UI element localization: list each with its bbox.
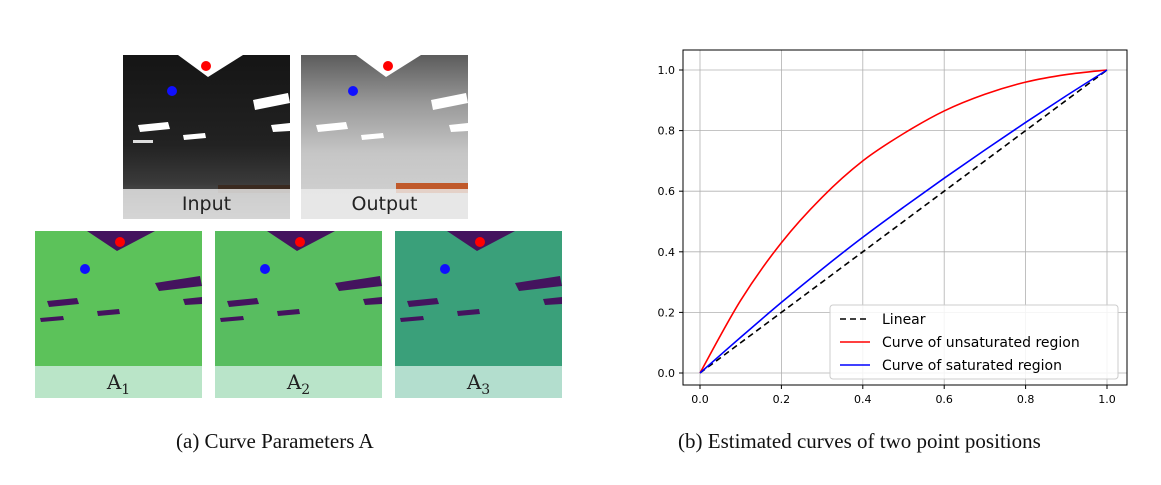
input-label: Input xyxy=(123,189,290,219)
y-tick-label: 0.0 xyxy=(658,367,676,380)
y-tick-label: 0.8 xyxy=(658,125,676,138)
x-tick-label: 0.6 xyxy=(935,393,953,406)
x-tick-label: 1.0 xyxy=(1098,393,1116,406)
figure-b-caption: (b) Estimated curves of two point positi… xyxy=(678,429,1041,453)
parameter-map-a1: A1 xyxy=(35,231,202,398)
a1-label: A1 xyxy=(35,366,202,398)
saturated-point-marker xyxy=(440,264,450,274)
series-line-curve-of-saturated-region xyxy=(699,69,1108,374)
legend-label: Curve of saturated region xyxy=(882,358,1062,374)
y-tick-label: 0.4 xyxy=(658,246,676,259)
parameter-map-a3: A3 xyxy=(395,231,562,398)
unsaturated-point-marker xyxy=(475,237,485,247)
saturated-point-marker xyxy=(167,86,177,96)
legend-label: Linear xyxy=(882,312,926,328)
parameter-map-a1-scene xyxy=(40,231,202,322)
output-label: Output xyxy=(301,189,468,219)
x-tick-label: 0.4 xyxy=(854,393,872,406)
unsaturated-point-marker xyxy=(295,237,305,247)
series-line-linear xyxy=(699,69,1108,374)
unsaturated-point-marker xyxy=(115,237,125,247)
saturated-point-marker xyxy=(80,264,90,274)
legend-box xyxy=(829,304,1119,380)
unsaturated-point-marker xyxy=(383,61,393,71)
saturated-point-marker xyxy=(260,264,270,274)
x-tick-label: 0.8 xyxy=(1017,393,1035,406)
input-photo: Input xyxy=(123,55,290,219)
figure-a-caption: (a) Curve Parameters A xyxy=(176,429,374,453)
x-tick-label: 0.0 xyxy=(691,393,709,406)
y-tick-label: 0.6 xyxy=(658,185,676,198)
y-tick-label: 1.0 xyxy=(658,64,676,77)
unsaturated-point-marker xyxy=(201,61,211,71)
series-line-curve-of-unsaturated-region xyxy=(699,69,1108,374)
legend-label: Curve of unsaturated region xyxy=(882,335,1080,351)
curve-chart: 0.0 0.2 0.4 0.6 0.8 1.0 0.0 0.2 0.4 0.6 0.8 1.0 Line… xyxy=(658,49,1128,406)
parameter-map-a2: A2 xyxy=(215,231,382,398)
y-tick-label: 0.2 xyxy=(658,306,676,319)
a3-label: A3 xyxy=(395,366,562,398)
x-tick-label: 0.2 xyxy=(773,393,791,406)
a2-label: A2 xyxy=(215,366,382,398)
saturated-point-marker xyxy=(348,86,358,96)
plot-frame xyxy=(682,49,1128,386)
output-photo: Output xyxy=(301,55,468,219)
